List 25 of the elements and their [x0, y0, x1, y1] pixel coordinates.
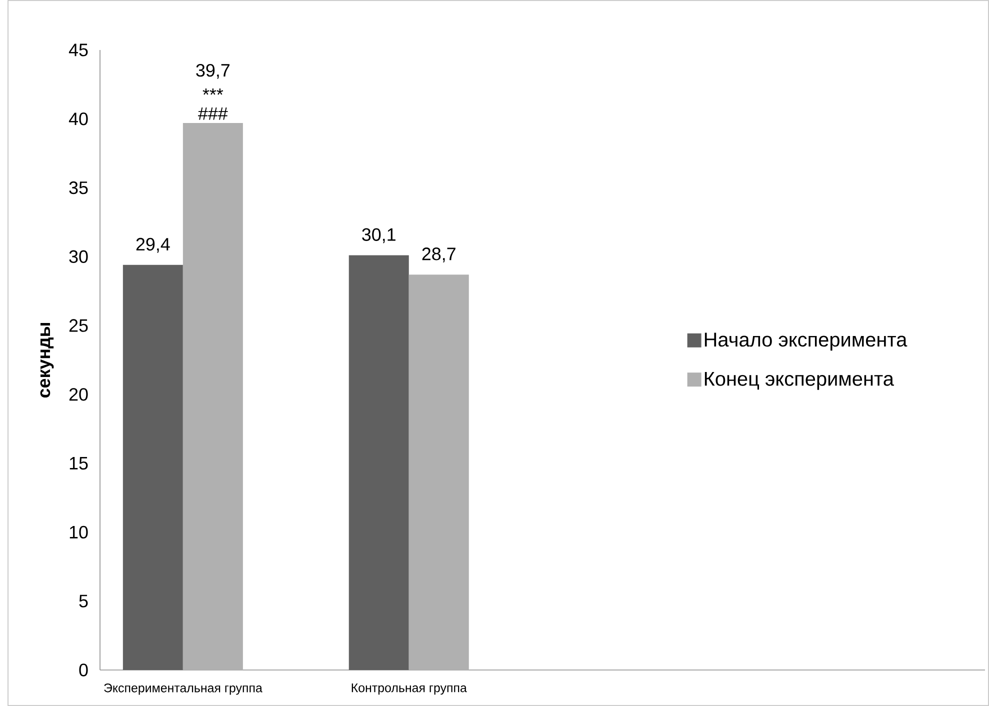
y-tick-label: 5 — [79, 594, 88, 608]
y-tick-label: 15 — [70, 457, 88, 470]
y-tick-label: 25 — [69, 319, 88, 332]
data-label: 28,7 — [422, 248, 456, 262]
legend-label: Конец эксперимента — [704, 372, 894, 390]
y-tick-label: 20 — [69, 388, 88, 401]
y-tick-label: 10 — [70, 526, 88, 539]
y-tick-label: 0 — [79, 664, 88, 676]
y-tick-label: 40 — [68, 112, 88, 126]
x-tick-label: Контрольная группа — [352, 684, 467, 695]
bar — [122, 264, 183, 670]
data-label: 29,4 — [136, 238, 170, 253]
data-label: 39,7 — [196, 64, 230, 79]
y-tick-label: 30 — [69, 250, 88, 263]
bar — [348, 255, 409, 670]
x-tick-label: Экспериментальная группа — [104, 684, 262, 695]
annotation: ### — [198, 108, 228, 120]
y-tick-label: 45 — [68, 44, 88, 56]
y-tick-label: 35 — [69, 181, 88, 194]
bar — [182, 123, 243, 670]
y-axis-title: секунды — [40, 323, 54, 398]
annotation: *** — [202, 88, 224, 95]
data-label: 30,1 — [362, 228, 396, 244]
bar — [408, 274, 469, 670]
legend-label: Начало эксперимента — [704, 332, 908, 351]
